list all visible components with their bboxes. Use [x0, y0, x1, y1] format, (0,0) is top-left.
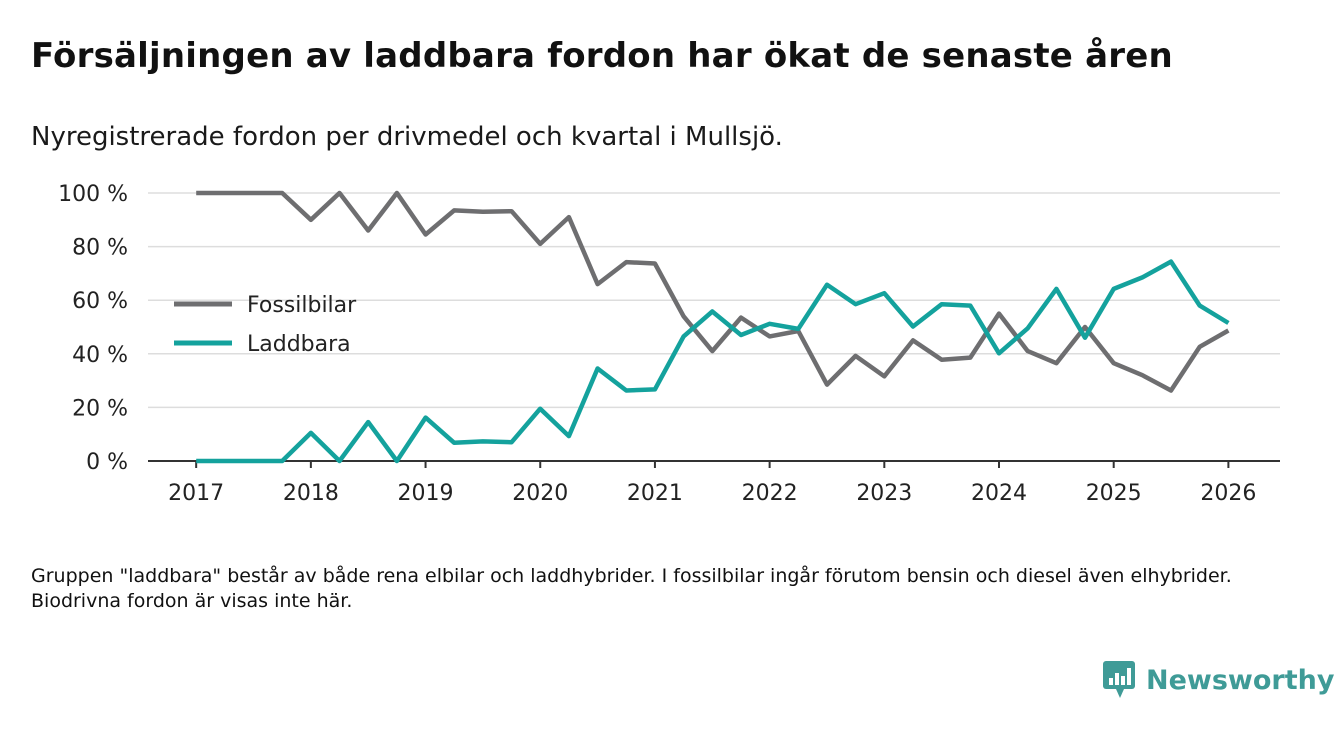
x-tick-label: 2024: [971, 481, 1027, 506]
y-tick-label: 0 %: [86, 450, 128, 475]
legend-label-fossilbilar: Fossilbilar: [247, 293, 357, 318]
x-tick-label: 2020: [512, 481, 568, 506]
x-tick-label: 2021: [627, 481, 683, 506]
x-tick-label: 2017: [168, 481, 224, 506]
brand-name: Newsworthy: [1146, 664, 1335, 696]
x-tick-label: 2023: [856, 481, 912, 506]
brand-logo: Newsworthy: [1102, 660, 1334, 700]
series-lines: [196, 190, 1230, 464]
footnote: Gruppen "laddbara" består av både rena e…: [31, 565, 1232, 612]
y-axis-ticks: 0 % 20 % 40 % 60 % 80 % 100 %: [58, 182, 128, 475]
x-tick-label: 2022: [742, 481, 798, 506]
legend: Fossilbilar Laddbara: [174, 293, 357, 357]
y-tick-label: 80 %: [72, 236, 128, 261]
y-tick-label: 100 %: [58, 182, 128, 207]
series-line-fossilbilar: [196, 190, 1230, 393]
gridlines: [148, 192, 1280, 462]
y-tick-label: 40 %: [72, 343, 128, 368]
x-tick-label: 2019: [398, 481, 454, 506]
bar-chart-speech-icon: [1103, 661, 1135, 698]
x-tick-label: 2025: [1086, 481, 1142, 506]
x-tick-label: 2018: [283, 481, 339, 506]
chart-title: Försäljningen av laddbara fordon har öka…: [31, 36, 1173, 76]
y-tick-label: 20 %: [72, 396, 128, 421]
line-chart: 0 % 20 % 40 % 60 % 80 % 100 % 2017 2018 2019 202…: [58, 182, 1280, 506]
x-axis-ticks: 2017 2018 2019 2020 2021 2022 2023 2024 2025 2026: [168, 461, 1256, 506]
x-tick-label: 2026: [1200, 481, 1256, 506]
legend-label-laddbara: Laddbara: [247, 332, 351, 357]
series-line-laddbara: [196, 259, 1230, 464]
y-tick-label: 60 %: [72, 289, 128, 314]
chart-subtitle: Nyregistrerade fordon per drivmedel och …: [31, 122, 783, 152]
